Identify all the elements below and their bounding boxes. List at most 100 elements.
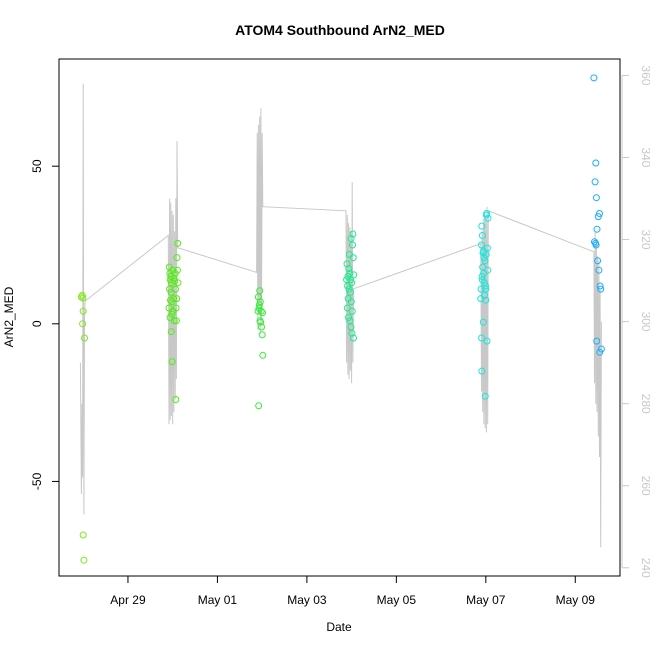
data-point	[343, 304, 351, 312]
data-point	[174, 239, 182, 247]
data-point	[484, 214, 492, 222]
data-point	[480, 247, 487, 255]
x-tick-label: May 01	[198, 593, 238, 607]
data-point	[345, 285, 353, 293]
x-axis-label: Date	[326, 620, 352, 634]
data-point	[484, 266, 492, 274]
y-axis: -50 0 50	[30, 159, 59, 490]
data-point	[174, 279, 182, 287]
data-point	[478, 334, 486, 342]
data-point	[173, 295, 181, 303]
data-point	[171, 277, 179, 285]
data-point	[481, 392, 489, 400]
data-point	[483, 337, 491, 345]
data-point	[348, 329, 356, 337]
data-point	[478, 232, 486, 239]
chart-title: ATOM4 Southbound ArN2_MED	[235, 22, 445, 38]
data-point	[255, 301, 263, 309]
data-point	[592, 159, 600, 167]
data-point	[482, 285, 490, 293]
data-point	[482, 282, 489, 290]
data-point	[349, 254, 357, 262]
data-point	[347, 235, 355, 243]
data-point	[595, 266, 603, 274]
y2-tick-label: 360	[639, 65, 650, 85]
y-tick-label: -50	[30, 472, 44, 490]
y-tick-label: 0	[30, 320, 44, 327]
data-point	[349, 230, 357, 238]
data-point	[350, 271, 358, 279]
secondary-y-axis: 240 260 280 300 320 340 360	[621, 65, 650, 578]
data-point	[172, 285, 179, 293]
y-axis-label: ArN2_MED	[2, 286, 16, 347]
data-point	[596, 210, 603, 217]
data-point	[349, 241, 356, 249]
data-point	[79, 320, 87, 328]
data-point	[81, 334, 88, 342]
data-point	[590, 74, 598, 82]
data-point	[258, 331, 266, 339]
data-point	[170, 317, 178, 325]
y2-tick-label: 260	[639, 476, 650, 496]
data-point	[350, 334, 357, 342]
data-point	[478, 276, 486, 284]
data-point	[257, 318, 265, 326]
data-point	[348, 307, 356, 315]
y2-tick-label: 320	[639, 230, 650, 250]
data-point	[343, 260, 351, 268]
data-point	[594, 213, 602, 221]
data-point	[255, 402, 263, 410]
x-tick-label: Apr 29	[110, 593, 146, 607]
data-point	[591, 178, 599, 186]
data-point	[79, 531, 87, 539]
data-point	[79, 307, 87, 315]
data-point	[592, 194, 600, 202]
data-point	[481, 257, 489, 265]
data-point	[256, 298, 264, 306]
data-point	[167, 328, 175, 336]
data-point	[80, 556, 88, 564]
data-point	[257, 307, 265, 315]
series-points-group	[77, 74, 605, 564]
data-point	[166, 276, 174, 284]
data-point	[256, 287, 264, 295]
data-point	[172, 396, 180, 403]
y2-tick-label: 280	[639, 394, 650, 414]
plot-frame	[58, 58, 621, 577]
data-point	[478, 367, 486, 375]
x-tick-label: May 05	[377, 593, 417, 607]
data-point	[593, 337, 601, 345]
data-point	[593, 225, 601, 233]
x-axis: Apr 29 May 01 May 03 May 05 May 07 May 09	[110, 576, 595, 607]
data-point	[171, 269, 179, 277]
data-point	[596, 348, 604, 356]
data-point	[259, 351, 267, 359]
data-point	[258, 323, 265, 331]
data-point	[594, 257, 602, 265]
y-tick-label: 50	[30, 159, 44, 173]
data-point	[172, 317, 180, 325]
data-point	[597, 285, 605, 293]
data-point	[478, 241, 485, 249]
data-point	[346, 288, 354, 296]
data-point	[482, 296, 490, 304]
y2-tick-label: 300	[639, 312, 650, 332]
data-point	[78, 291, 86, 299]
data-point	[172, 304, 180, 312]
data-point	[477, 295, 485, 303]
data-point	[345, 265, 353, 273]
data-point	[347, 276, 355, 284]
x-tick-label: May 07	[466, 593, 506, 607]
x-tick-label: May 03	[287, 593, 327, 607]
data-point	[170, 274, 178, 282]
data-point	[478, 222, 486, 230]
data-point	[259, 309, 266, 317]
y2-tick-label: 340	[639, 147, 650, 167]
data-point	[347, 298, 355, 306]
data-point	[167, 296, 174, 304]
data-point	[254, 293, 262, 301]
data-point	[478, 273, 486, 280]
